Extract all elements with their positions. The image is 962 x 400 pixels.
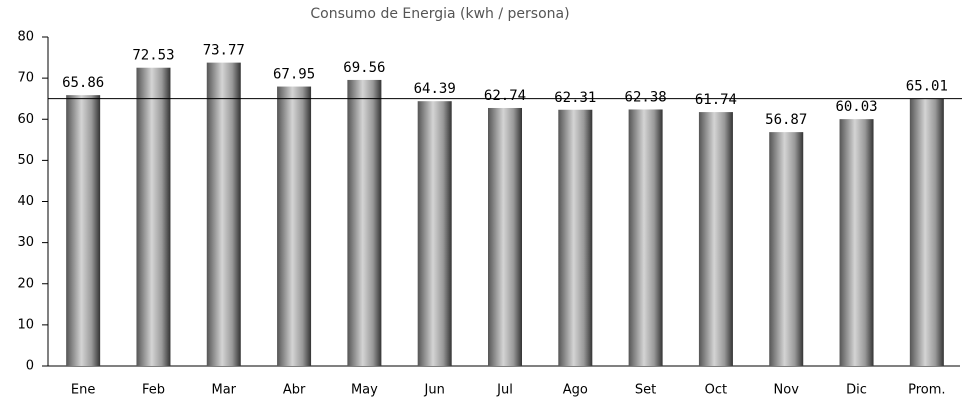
x-tick-label: Abr bbox=[283, 383, 306, 398]
value-label: 64.39 bbox=[414, 81, 456, 97]
value-label: 62.38 bbox=[625, 89, 667, 105]
x-tick-label: Nov bbox=[774, 383, 800, 398]
bar bbox=[698, 112, 733, 366]
bar bbox=[558, 109, 593, 366]
bar bbox=[488, 107, 522, 366]
x-tick-label: Jul bbox=[496, 383, 513, 398]
x-tick-label: Ene bbox=[71, 383, 95, 398]
x-tick-label: Mar bbox=[212, 383, 237, 398]
bar bbox=[136, 67, 171, 367]
y-tick-label: 40 bbox=[17, 194, 34, 209]
bar bbox=[277, 86, 312, 366]
bar bbox=[66, 95, 101, 366]
value-label: 62.31 bbox=[554, 90, 596, 106]
value-label: 73.77 bbox=[203, 43, 245, 59]
y-tick-label: 10 bbox=[17, 317, 34, 332]
chart-title: Consumo de Energia (kwh / persona) bbox=[310, 6, 569, 22]
bar bbox=[839, 119, 874, 367]
y-tick-label: 30 bbox=[17, 235, 34, 250]
bar bbox=[206, 62, 241, 366]
bar bbox=[417, 101, 452, 367]
value-label: 62.74 bbox=[484, 88, 526, 104]
y-tick-label: 20 bbox=[17, 276, 34, 291]
value-label: 67.95 bbox=[273, 67, 315, 83]
y-tick-label: 50 bbox=[17, 153, 34, 168]
x-tick-label: Ago bbox=[563, 383, 588, 398]
x-tick-label: Dic bbox=[846, 383, 867, 398]
value-label: 65.86 bbox=[62, 75, 104, 91]
value-label: 72.53 bbox=[132, 48, 174, 64]
x-tick-label: Prom. bbox=[908, 383, 945, 398]
bar bbox=[769, 132, 804, 366]
value-label: 69.56 bbox=[343, 60, 385, 76]
value-label: 65.01 bbox=[906, 79, 948, 95]
value-label: 60.03 bbox=[835, 99, 877, 115]
value-label: 56.87 bbox=[765, 112, 807, 128]
x-tick-label: Jun bbox=[424, 383, 445, 398]
x-tick-label: Set bbox=[635, 383, 656, 398]
y-tick-label: 0 bbox=[26, 359, 34, 374]
bar bbox=[909, 98, 944, 367]
y-tick-label: 60 bbox=[17, 112, 34, 127]
bar bbox=[347, 79, 382, 366]
x-tick-label: May bbox=[351, 383, 378, 398]
bar bbox=[628, 109, 663, 366]
x-tick-label: Oct bbox=[705, 383, 727, 398]
y-tick-label: 70 bbox=[17, 71, 34, 86]
value-label: 61.74 bbox=[695, 92, 737, 108]
y-tick-label: 80 bbox=[17, 30, 34, 45]
x-tick-label: Feb bbox=[142, 383, 165, 398]
